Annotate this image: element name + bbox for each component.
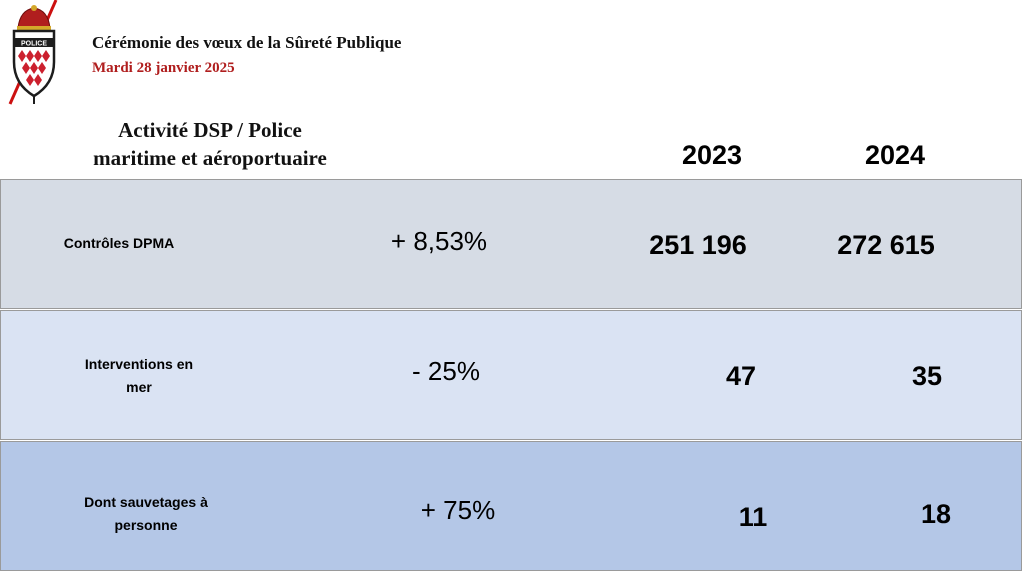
row-value-2023: 11 <box>738 502 768 532</box>
year-header-2024: 2024 <box>864 140 926 170</box>
police-badge-logo: POLICE <box>8 0 58 105</box>
row-change-percent: - 25% <box>412 356 480 386</box>
row-label-line-2: mer <box>126 379 152 395</box>
table-row-controles-dpma: Contrôles DPMA + 8,53% 251 196 272 615 <box>0 179 1022 309</box>
row-value-2024: 18 <box>920 499 952 529</box>
table-row-interventions-en-mer: Interventions en mer - 25% 47 35 <box>0 310 1022 440</box>
row-value-2023: 47 <box>725 361 757 391</box>
table-row-sauvetages-personne: Dont sauvetages à personne + 75% 11 18 <box>0 441 1022 571</box>
year-header-2023: 2023 <box>681 140 743 170</box>
row-value-2024: 35 <box>911 361 943 391</box>
row-label-line-1: Interventions en <box>84 356 194 372</box>
section-title-line-2: maritime et aéroportuaire <box>93 146 327 170</box>
ceremony-title: Cérémonie des vœux de la Sûreté Publique <box>92 33 402 52</box>
row-change-percent: + 75% <box>420 495 496 525</box>
row-label: Contrôles DPMA <box>63 235 175 251</box>
svg-text:POLICE: POLICE <box>21 41 47 48</box>
section-title: Activité DSP / Police maritime et aéropo… <box>60 116 360 172</box>
row-value-2023: 251 196 <box>649 230 747 260</box>
row-label-line-2: personne <box>114 517 178 533</box>
row-change-percent: + 8,53% <box>390 226 488 256</box>
row-label-line-1: Dont sauvetages à <box>84 494 208 510</box>
row-label: Dont sauvetages à personne <box>56 491 236 537</box>
section-title-line-1: Activité DSP / Police <box>118 118 302 142</box>
row-label: Interventions en mer <box>49 353 229 399</box>
row-value-2024: 272 615 <box>837 230 935 260</box>
ceremony-date: Mardi 28 janvier 2025 <box>92 60 235 76</box>
